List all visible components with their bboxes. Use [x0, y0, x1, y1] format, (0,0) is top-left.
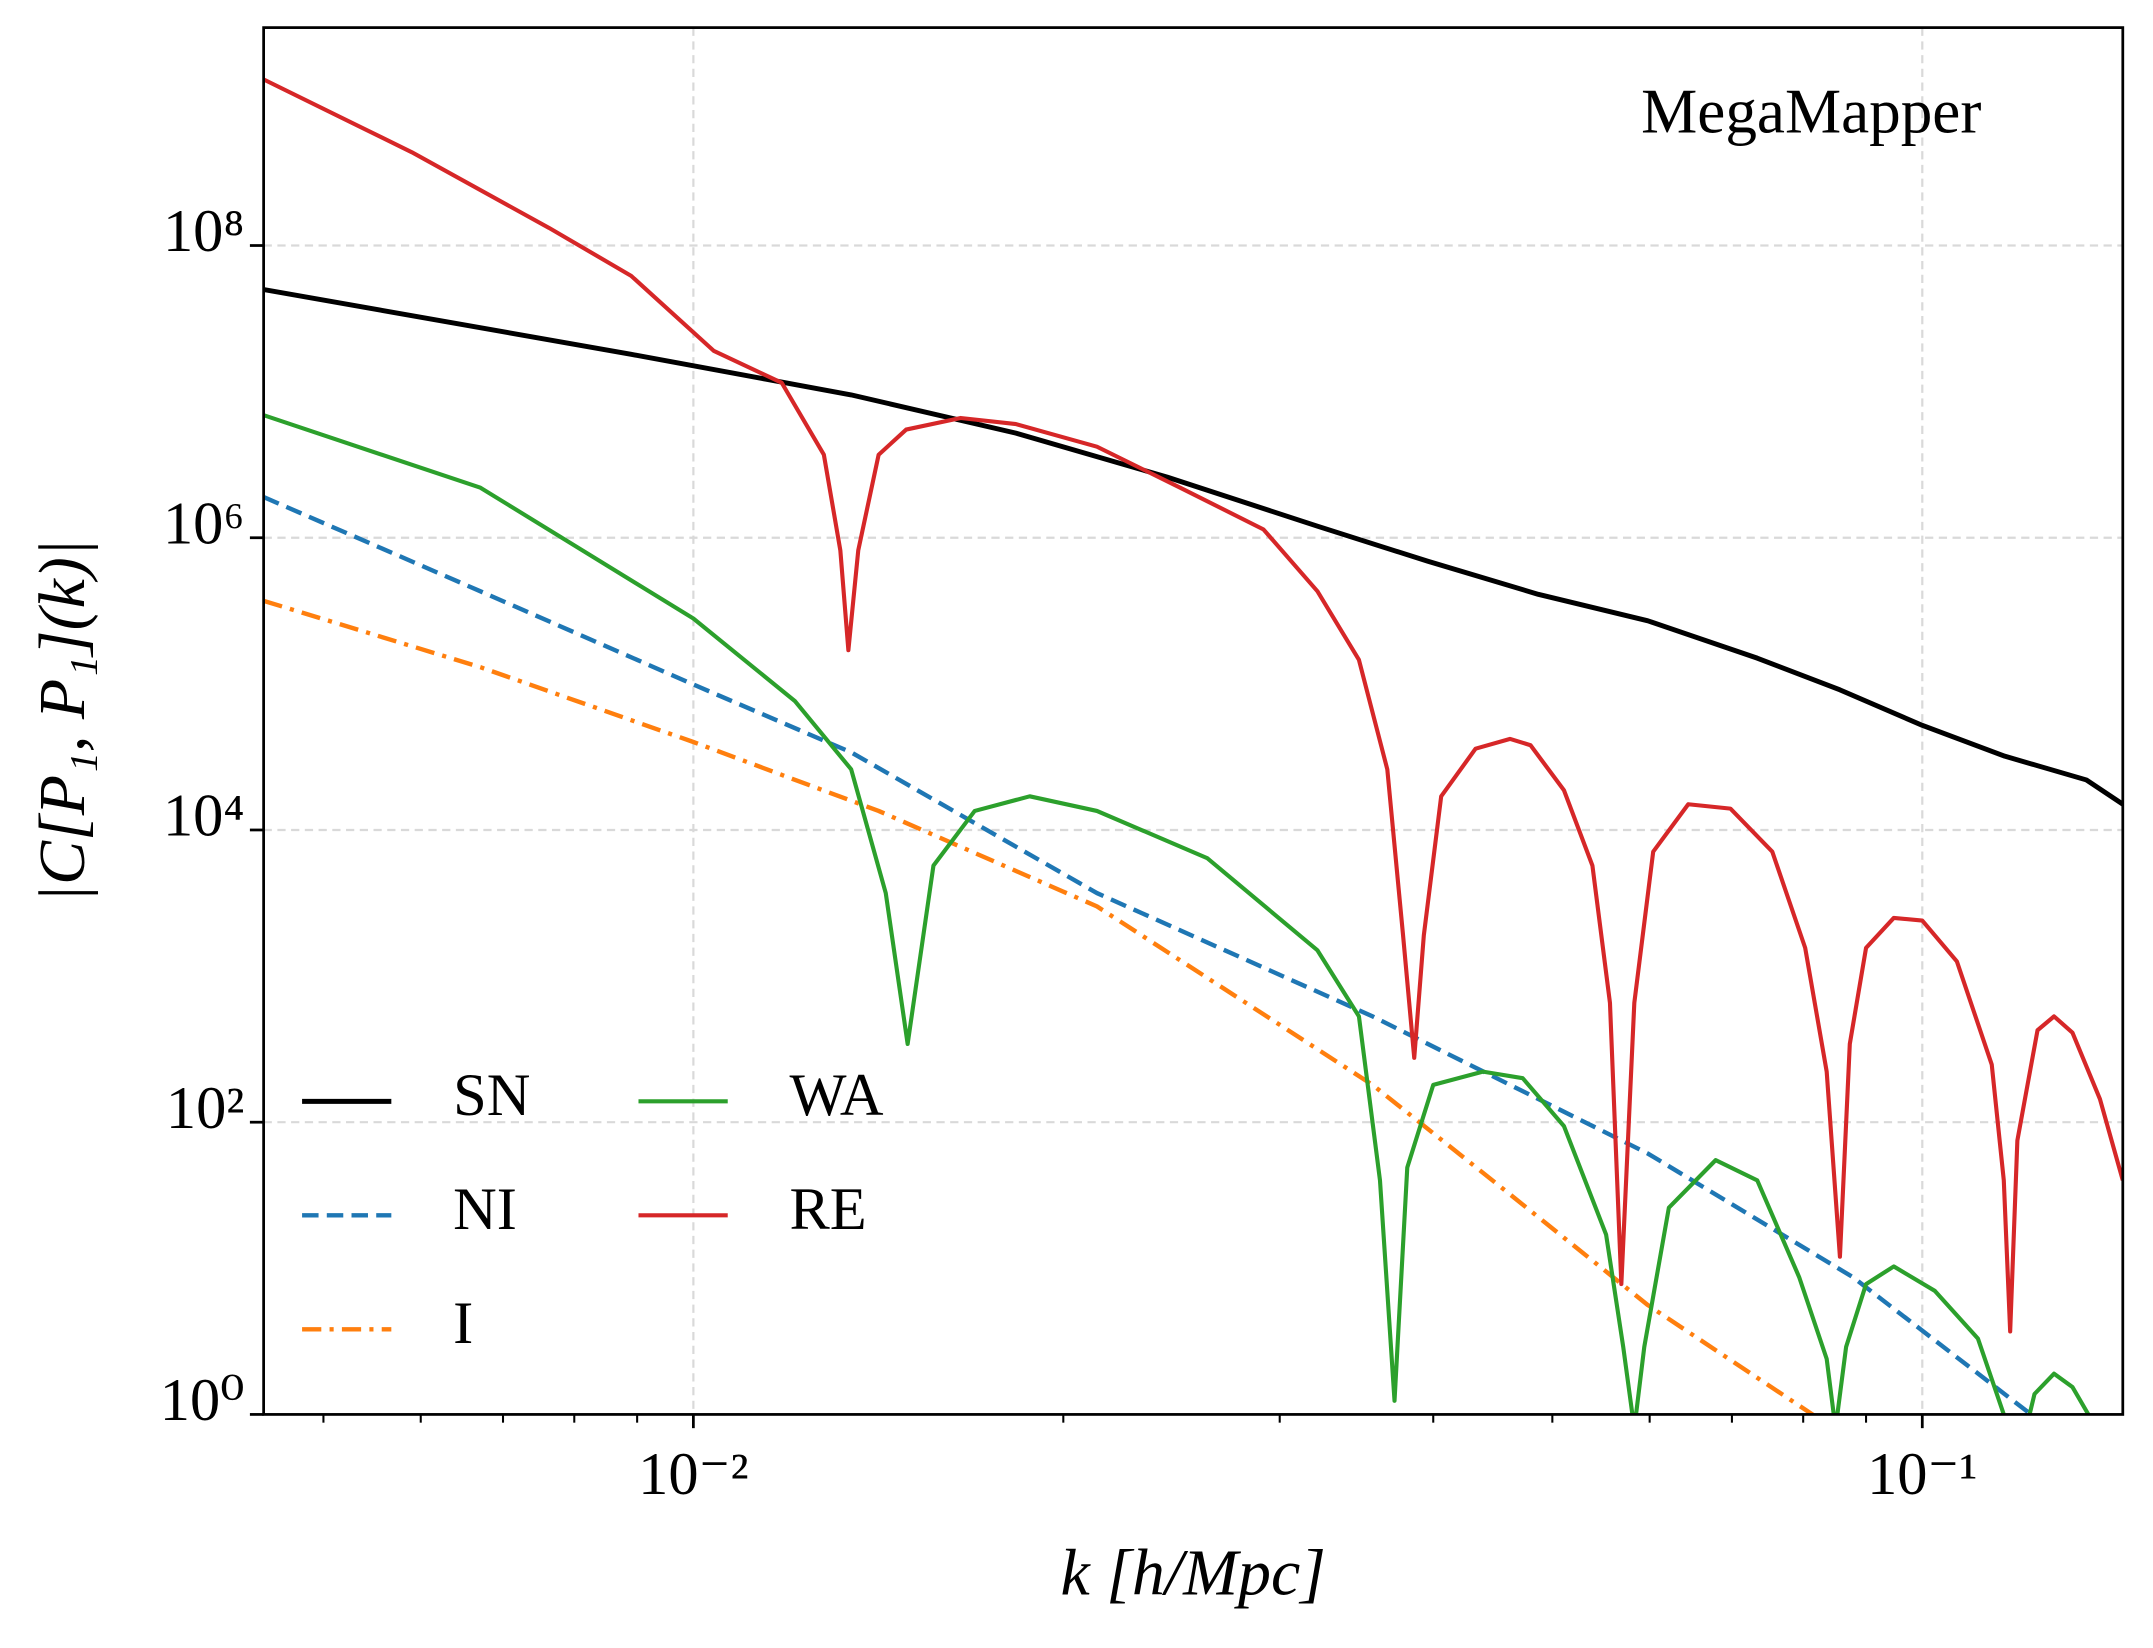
x-tick-label: 10⁻¹ [1867, 1441, 1977, 1508]
ticks: 10⁻² 10⁻¹ 10⁰ 10² 10⁴ 10⁶ 10⁸ [160, 198, 1978, 1508]
legend-label: I [453, 1290, 473, 1357]
legend-label: SN [453, 1062, 530, 1129]
plot-frame [262, 26, 2125, 1416]
annotation: MegaMapper [1641, 77, 1981, 147]
legend: SN NI I WA RE [302, 1062, 884, 1357]
series-line [263, 77, 2123, 1334]
y-tick-label: 10⁰ [160, 1367, 245, 1434]
series-line [263, 287, 2123, 807]
x-axis-label: k [h/Mpc] [1061, 1536, 1326, 1609]
legend-label: RE [790, 1176, 867, 1243]
series-line [263, 598, 1816, 1415]
y-axis-label: |C[P₁, P₁](k)| [26, 539, 99, 903]
y-tick-label: 10⁸ [163, 198, 244, 265]
y-tick-label: 10⁶ [163, 490, 244, 557]
y-tick-label: 10⁴ [163, 783, 244, 850]
legend-label: NI [453, 1176, 517, 1243]
plot-lines [263, 77, 2123, 1415]
x-tick-label: 10⁻² [638, 1441, 748, 1508]
y-tick-label: 10² [166, 1075, 245, 1142]
series-line [263, 494, 2035, 1415]
legend-label: WA [790, 1062, 884, 1129]
series-line [263, 413, 2091, 1415]
